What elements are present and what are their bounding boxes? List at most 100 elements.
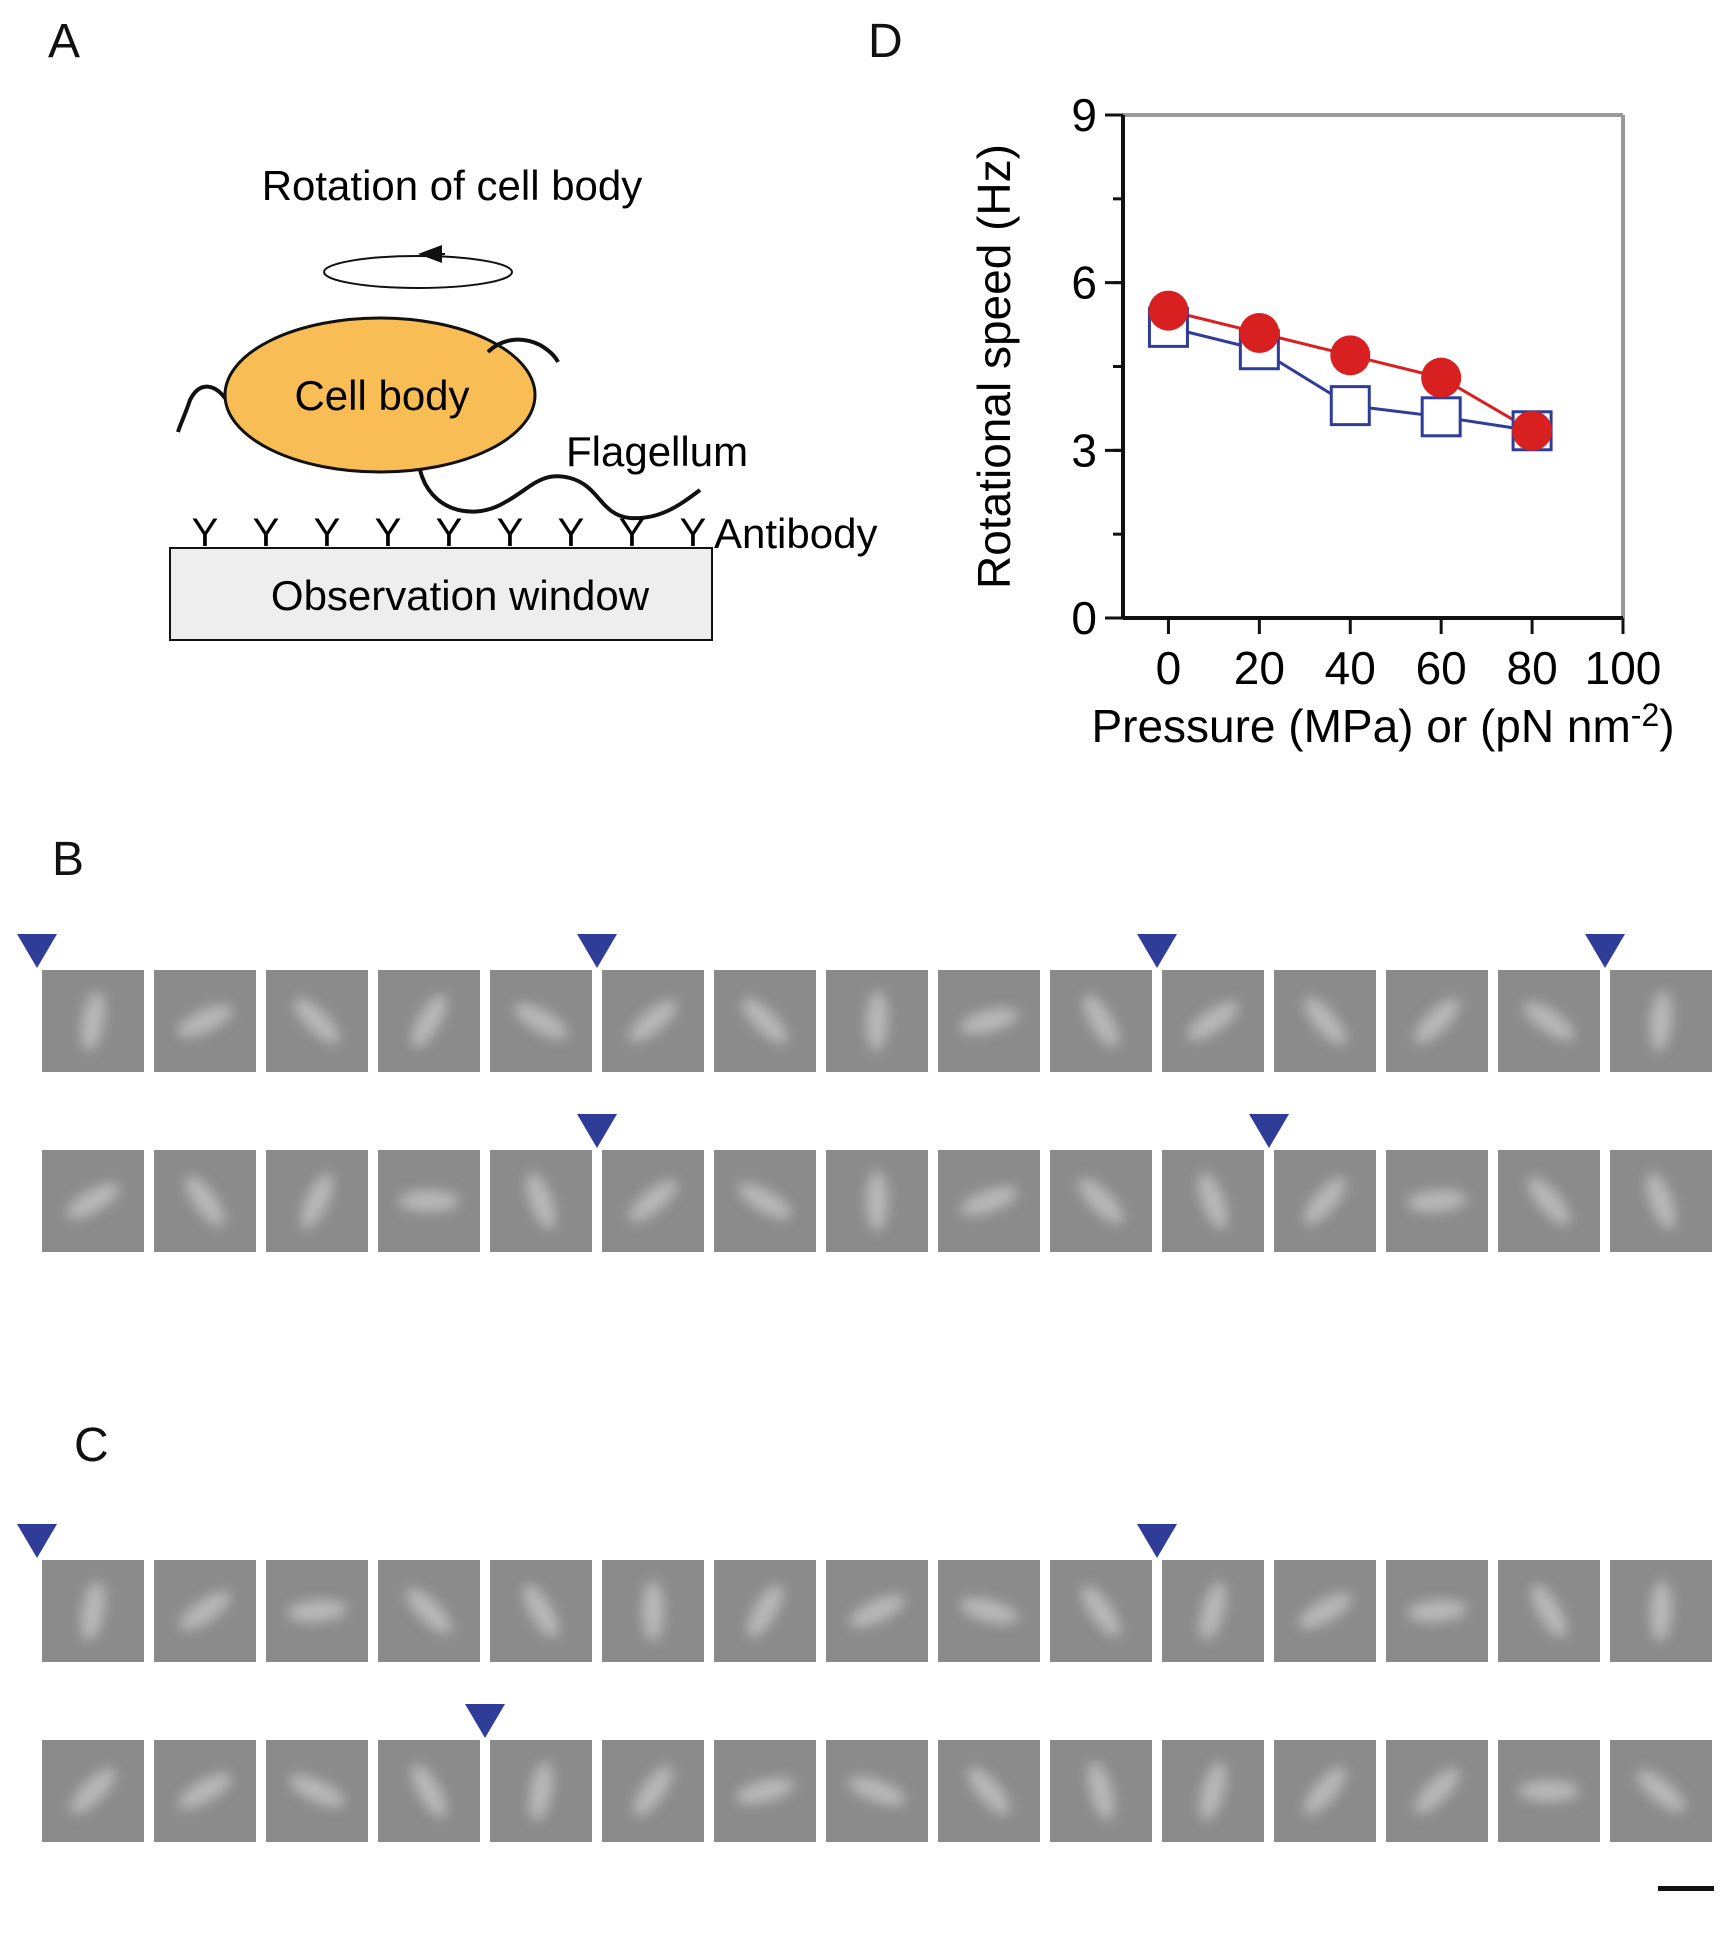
frame-c-2-10 xyxy=(1050,1740,1152,1842)
cell-image xyxy=(1646,1172,1676,1230)
cell-image xyxy=(406,1588,452,1634)
frame-b-2-11 xyxy=(1162,1150,1264,1252)
panel-c-frames-row-2 xyxy=(42,1704,1712,1842)
x-tick-label: 100 xyxy=(1585,642,1662,694)
data-point-circle xyxy=(1512,410,1553,451)
frame-b-1-8 xyxy=(826,970,928,1072)
frame-b-2-3 xyxy=(266,1150,368,1252)
panel-b-frames-row-1 xyxy=(17,934,1712,1072)
cell-image xyxy=(865,991,889,1051)
frame-c-2-1 xyxy=(42,1740,144,1842)
frame-b-1-9 xyxy=(938,970,1040,1072)
cell-image xyxy=(1649,1581,1673,1641)
frame-b-1-1 xyxy=(42,970,144,1072)
frame-b-1-12 xyxy=(1274,970,1376,1072)
cell-image xyxy=(178,1773,232,1809)
cell-image xyxy=(1078,1178,1124,1224)
data-point-circle xyxy=(1330,335,1371,376)
cell-image xyxy=(1187,1001,1239,1041)
x-axis-label-superscript: -2 xyxy=(1631,697,1659,733)
panel-b-frames-row-2 xyxy=(42,1114,1712,1252)
cell-body-label: Cell body xyxy=(294,372,469,419)
frame-c-1-7 xyxy=(714,1560,816,1662)
cell-image xyxy=(80,1581,106,1641)
frame-c-1-11 xyxy=(1162,1560,1264,1662)
cell-image xyxy=(959,1007,1019,1035)
cell-image xyxy=(1407,1599,1467,1623)
x-axis-label: Pressure (MPa) or (pN nm-2) xyxy=(1091,697,1674,752)
cell-image xyxy=(1414,1768,1460,1814)
cell-image xyxy=(1303,1176,1347,1226)
frame-c-1-13 xyxy=(1386,1560,1488,1662)
cell-image xyxy=(185,1175,225,1227)
frame-c-1-9 xyxy=(938,1560,1040,1662)
y-tick-label: 0 xyxy=(1071,592,1097,644)
cell-image xyxy=(514,1003,568,1039)
y-tick-label: 9 xyxy=(1071,89,1097,141)
frame-b-2-9 xyxy=(938,1150,1040,1252)
frame-b-2-7 xyxy=(714,1150,816,1252)
cell-image xyxy=(1531,1584,1567,1638)
x-tick-label: 20 xyxy=(1234,642,1285,694)
rotational-speed-chart: 0 3 6 9 0 20 40 60 80 100 Rotational speed (Hz) P… xyxy=(968,89,1675,752)
cell-image xyxy=(177,1004,233,1038)
frame-c-1-10 xyxy=(1050,1560,1152,1662)
cell-image xyxy=(80,991,106,1051)
frame-c-2-14 xyxy=(1498,1740,1600,1842)
frame-b-1-13 xyxy=(1386,970,1488,1072)
flagellum-label: Flagellum xyxy=(566,428,748,475)
cell-image xyxy=(287,1599,347,1623)
cell-image xyxy=(866,1171,888,1231)
cell-image xyxy=(1519,1780,1579,1802)
cell-image xyxy=(742,998,788,1044)
cell-image xyxy=(1298,1593,1352,1629)
frame-c-1-8 xyxy=(826,1560,928,1662)
observation-window xyxy=(169,547,713,641)
cell-image xyxy=(1636,1769,1686,1813)
rotation-arrowhead-icon xyxy=(418,245,442,263)
panel-label-b: B xyxy=(52,833,85,886)
flagellum xyxy=(418,469,702,521)
cell-image xyxy=(1087,1761,1115,1821)
x-axis-label-main: Pressure (MPa) or (pN nm xyxy=(1091,700,1630,752)
frame-b-2-1 xyxy=(42,1150,144,1252)
rotation-label: Rotation of cell body xyxy=(262,162,643,209)
cell-image xyxy=(1414,998,1460,1044)
frame-b-2-6 xyxy=(602,1150,704,1252)
cell-image xyxy=(1303,1766,1347,1816)
cell-image xyxy=(633,1765,673,1817)
scale-bar xyxy=(1658,1886,1714,1891)
frame-b-2-10 xyxy=(1050,1150,1152,1252)
rotation-marker-icon xyxy=(1249,1114,1289,1148)
frame-b-2-5 xyxy=(490,1150,592,1252)
chart-series xyxy=(1147,290,1553,452)
cell-image xyxy=(300,1173,334,1229)
frame-c-2-9 xyxy=(938,1740,1040,1842)
cell-image xyxy=(747,1584,783,1638)
y-tick-label: 3 xyxy=(1071,424,1097,476)
observation-window-label: Observation window xyxy=(271,572,650,619)
cell-image xyxy=(738,1183,792,1219)
antibody-label: Antibody xyxy=(714,510,877,557)
cell-image xyxy=(289,1774,345,1808)
cell-image xyxy=(1199,1581,1227,1641)
frame-c-1-15 xyxy=(1610,1560,1712,1662)
cell-image xyxy=(179,1591,231,1631)
cell-image xyxy=(411,994,447,1048)
cell-image xyxy=(1199,1761,1227,1821)
cell-image xyxy=(849,1594,905,1628)
cell-image xyxy=(967,1766,1011,1816)
rotation-marker-icon xyxy=(577,934,617,968)
panel-c-frames-row-1 xyxy=(17,1524,1712,1662)
frame-c-2-4 xyxy=(378,1740,480,1842)
rotation-ellipse xyxy=(323,255,513,289)
frame-c-1-2 xyxy=(154,1560,256,1662)
x-tick-label: 40 xyxy=(1325,642,1376,694)
frame-b-1-5 xyxy=(490,970,592,1072)
cell-image xyxy=(1523,1001,1575,1041)
frame-b-2-15 xyxy=(1610,1150,1712,1252)
cell-image xyxy=(526,1172,556,1230)
frame-c-2-13 xyxy=(1386,1740,1488,1842)
frame-c-2-7 xyxy=(714,1740,816,1842)
cell-image xyxy=(1081,1585,1121,1637)
